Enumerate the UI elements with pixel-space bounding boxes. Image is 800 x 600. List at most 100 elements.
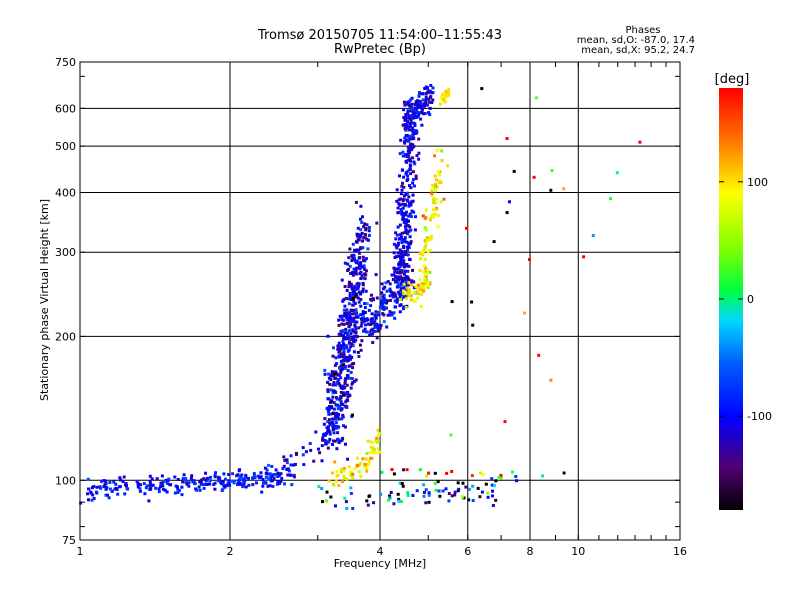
data-point [193, 482, 197, 486]
data-point [401, 154, 405, 158]
data-point [232, 481, 236, 485]
data-point [334, 479, 338, 483]
data-point [411, 181, 415, 185]
data-point [402, 265, 406, 269]
data-point [360, 220, 364, 224]
data-point [407, 264, 411, 268]
data-point [329, 400, 333, 404]
data-point [398, 152, 402, 156]
data-point [420, 292, 424, 296]
data-point [217, 478, 220, 482]
data-point [413, 228, 417, 232]
data-point [404, 118, 408, 122]
data-point [342, 474, 346, 478]
data-point [387, 313, 391, 317]
data-point [367, 226, 371, 229]
data-point [470, 474, 474, 478]
data-point [410, 128, 414, 132]
data-point [591, 234, 595, 237]
data-point [333, 377, 337, 380]
data-point [421, 98, 425, 102]
data-point [418, 278, 422, 282]
data-point [414, 285, 418, 288]
data-point [408, 163, 412, 167]
data-point [347, 256, 351, 260]
data-point [408, 157, 412, 161]
data-point [395, 233, 399, 237]
data-point [396, 492, 400, 496]
data-point [405, 281, 408, 285]
data-point [327, 397, 331, 401]
data-point [428, 113, 432, 117]
data-point [342, 358, 346, 362]
data-point [401, 276, 405, 280]
data-point [258, 476, 262, 480]
data-point [362, 276, 366, 280]
data-point [348, 323, 352, 327]
data-point [399, 297, 403, 301]
data-point [241, 477, 245, 481]
data-point [412, 160, 416, 164]
data-point [165, 481, 169, 485]
data-point [433, 185, 437, 189]
data-point [348, 376, 352, 380]
data-point [429, 237, 433, 241]
data-point [417, 157, 421, 161]
data-point [400, 482, 404, 485]
data-point [351, 303, 355, 307]
data-point [346, 262, 350, 266]
data-point [514, 475, 518, 478]
data-point [345, 316, 349, 319]
data-point [409, 298, 413, 302]
data-point [432, 199, 436, 203]
data-point [403, 103, 407, 107]
data-point [191, 480, 195, 483]
data-point [515, 479, 519, 483]
data-point [95, 491, 99, 495]
data-point [397, 497, 401, 501]
data-point [343, 261, 347, 265]
data-point [428, 95, 432, 99]
data-point [326, 420, 330, 424]
data-point [373, 325, 377, 328]
data-point [430, 101, 434, 104]
data-point [342, 349, 346, 353]
data-point [163, 488, 167, 492]
y-tick-label: 400 [55, 186, 76, 199]
data-point [119, 478, 123, 482]
data-point [362, 314, 365, 318]
data-point [351, 507, 355, 510]
data-point [325, 407, 329, 410]
data-point [433, 189, 437, 193]
data-point [431, 213, 434, 217]
data-point [361, 281, 365, 285]
data-point [414, 114, 418, 118]
data-point [343, 381, 347, 385]
data-point [102, 479, 106, 482]
data-point [148, 480, 152, 484]
data-point [404, 210, 408, 214]
data-point [378, 305, 382, 309]
data-point [358, 251, 361, 255]
data-point [434, 488, 438, 492]
data-point [343, 314, 347, 317]
data-point [450, 300, 454, 304]
data-point [434, 197, 438, 201]
data-point [413, 103, 417, 106]
data-point [104, 487, 108, 491]
data-point [337, 413, 340, 416]
data-point [92, 485, 96, 488]
data-point [638, 140, 642, 144]
data-point [308, 442, 312, 445]
data-point [523, 311, 526, 315]
data-point [438, 170, 442, 174]
data-point [329, 378, 333, 381]
data-point [416, 283, 420, 287]
data-point [394, 237, 398, 241]
data-point [424, 269, 428, 273]
data-point [380, 304, 384, 307]
data-point [421, 282, 425, 286]
data-point [403, 136, 407, 140]
data-point [400, 250, 404, 254]
data-point [407, 100, 411, 104]
